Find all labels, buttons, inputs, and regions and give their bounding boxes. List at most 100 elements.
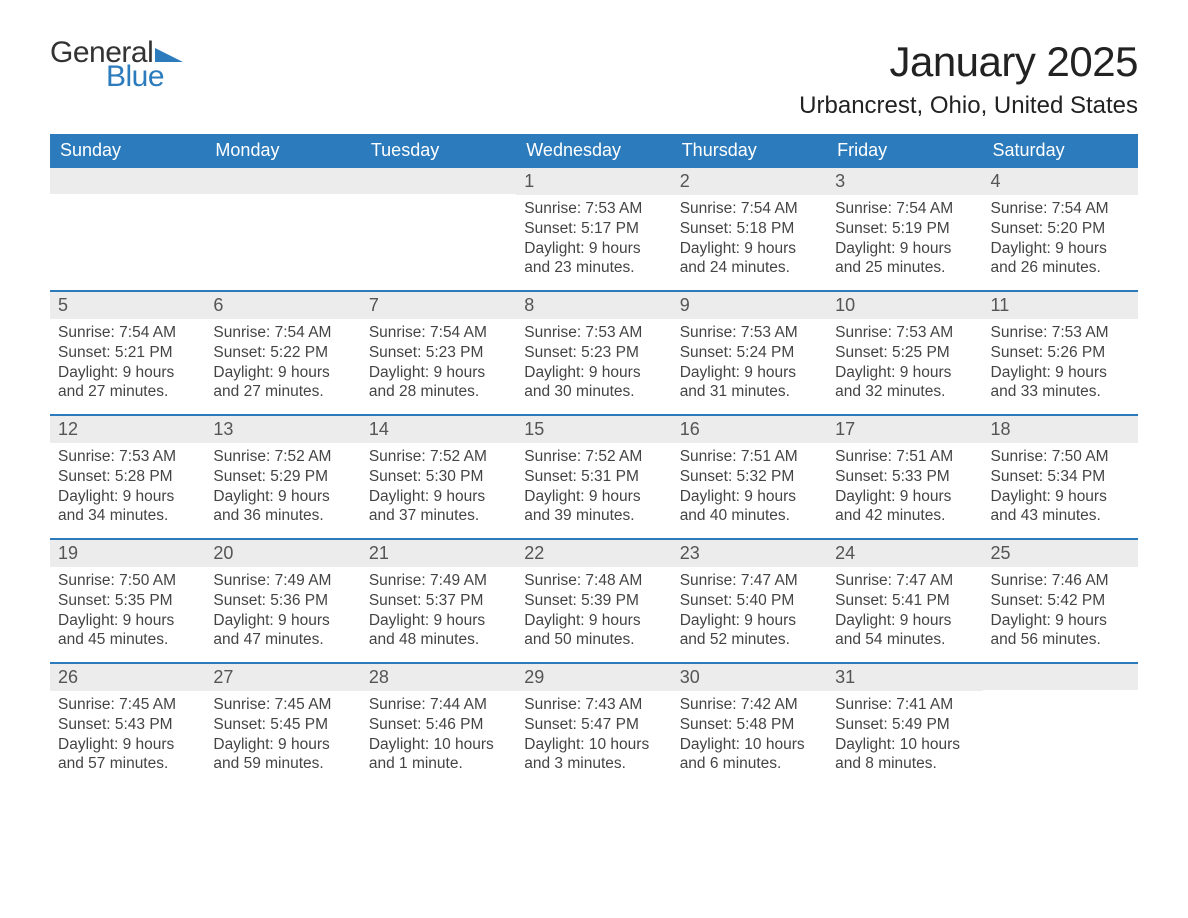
day-number-row: 13 (205, 416, 360, 443)
sunset-line: Sunset: 5:48 PM (680, 715, 819, 735)
day-number: 10 (835, 295, 855, 315)
sunrise-line: Sunrise: 7:45 AM (58, 695, 197, 715)
day-number-row: 4 (983, 168, 1138, 195)
day-number-row (50, 168, 205, 194)
daylight-line: and 57 minutes. (58, 754, 197, 774)
daylight-line: Daylight: 9 hours (835, 487, 974, 507)
day-number-row: 10 (827, 292, 982, 319)
sunset-line: Sunset: 5:49 PM (835, 715, 974, 735)
daylight-line: and 40 minutes. (680, 506, 819, 526)
day-body: Sunrise: 7:52 AMSunset: 5:29 PMDaylight:… (205, 443, 360, 534)
day-body: Sunrise: 7:47 AMSunset: 5:41 PMDaylight:… (827, 567, 982, 658)
sunrise-line: Sunrise: 7:47 AM (835, 571, 974, 591)
weekday-header: Friday (827, 134, 982, 168)
day-body: Sunrise: 7:43 AMSunset: 5:47 PMDaylight:… (516, 691, 671, 782)
day-number-row: 31 (827, 664, 982, 691)
day-number: 8 (524, 295, 534, 315)
daylight-line: Daylight: 9 hours (524, 611, 663, 631)
calendar-day: 15Sunrise: 7:52 AMSunset: 5:31 PMDayligh… (516, 416, 671, 538)
daylight-line: Daylight: 9 hours (58, 735, 197, 755)
day-body: Sunrise: 7:54 AMSunset: 5:18 PMDaylight:… (672, 195, 827, 286)
day-number: 9 (680, 295, 690, 315)
sunset-line: Sunset: 5:45 PM (213, 715, 352, 735)
daylight-line: Daylight: 9 hours (369, 363, 508, 383)
day-number-row: 28 (361, 664, 516, 691)
daylight-line: Daylight: 9 hours (991, 363, 1130, 383)
day-number-row: 3 (827, 168, 982, 195)
sunset-line: Sunset: 5:34 PM (991, 467, 1130, 487)
daylight-line: and 25 minutes. (835, 258, 974, 278)
sunset-line: Sunset: 5:22 PM (213, 343, 352, 363)
day-number-row: 19 (50, 540, 205, 567)
weekday-header-row: Sunday Monday Tuesday Wednesday Thursday… (50, 134, 1138, 168)
day-number-row: 23 (672, 540, 827, 567)
calendar-day: 13Sunrise: 7:52 AMSunset: 5:29 PMDayligh… (205, 416, 360, 538)
daylight-line: and 3 minutes. (524, 754, 663, 774)
logo-text-blue: Blue (106, 62, 183, 92)
sunrise-line: Sunrise: 7:43 AM (524, 695, 663, 715)
daylight-line: and 6 minutes. (680, 754, 819, 774)
day-number-row: 11 (983, 292, 1138, 319)
daylight-line: and 52 minutes. (680, 630, 819, 650)
daylight-line: and 27 minutes. (213, 382, 352, 402)
daylight-line: and 30 minutes. (524, 382, 663, 402)
sunset-line: Sunset: 5:47 PM (524, 715, 663, 735)
calendar-day (361, 168, 516, 290)
calendar-day: 14Sunrise: 7:52 AMSunset: 5:30 PMDayligh… (361, 416, 516, 538)
day-number-row: 22 (516, 540, 671, 567)
sunrise-line: Sunrise: 7:54 AM (369, 323, 508, 343)
daylight-line: Daylight: 10 hours (835, 735, 974, 755)
day-body: Sunrise: 7:51 AMSunset: 5:33 PMDaylight:… (827, 443, 982, 534)
sunset-line: Sunset: 5:36 PM (213, 591, 352, 611)
daylight-line: and 24 minutes. (680, 258, 819, 278)
daylight-line: and 28 minutes. (369, 382, 508, 402)
day-number-row: 5 (50, 292, 205, 319)
sunrise-line: Sunrise: 7:53 AM (58, 447, 197, 467)
day-number: 27 (213, 667, 233, 687)
daylight-line: Daylight: 9 hours (58, 487, 197, 507)
calendar-day: 22Sunrise: 7:48 AMSunset: 5:39 PMDayligh… (516, 540, 671, 662)
day-number: 6 (213, 295, 223, 315)
sunset-line: Sunset: 5:43 PM (58, 715, 197, 735)
calendar-day: 24Sunrise: 7:47 AMSunset: 5:41 PMDayligh… (827, 540, 982, 662)
day-body: Sunrise: 7:54 AMSunset: 5:23 PMDaylight:… (361, 319, 516, 410)
sunrise-line: Sunrise: 7:42 AM (680, 695, 819, 715)
daylight-line: Daylight: 9 hours (58, 363, 197, 383)
sunset-line: Sunset: 5:42 PM (991, 591, 1130, 611)
sunrise-line: Sunrise: 7:54 AM (58, 323, 197, 343)
daylight-line: Daylight: 9 hours (680, 363, 819, 383)
daylight-line: Daylight: 9 hours (991, 611, 1130, 631)
daylight-line: and 8 minutes. (835, 754, 974, 774)
sunset-line: Sunset: 5:18 PM (680, 219, 819, 239)
day-body: Sunrise: 7:50 AMSunset: 5:35 PMDaylight:… (50, 567, 205, 658)
weekday-header: Sunday (50, 134, 205, 168)
month-title: January 2025 (799, 38, 1138, 86)
daylight-line: and 45 minutes. (58, 630, 197, 650)
calendar-week: 1Sunrise: 7:53 AMSunset: 5:17 PMDaylight… (50, 168, 1138, 290)
day-body: Sunrise: 7:53 AMSunset: 5:26 PMDaylight:… (983, 319, 1138, 410)
daylight-line: and 1 minute. (369, 754, 508, 774)
calendar-day: 21Sunrise: 7:49 AMSunset: 5:37 PMDayligh… (361, 540, 516, 662)
daylight-line: Daylight: 10 hours (369, 735, 508, 755)
day-body: Sunrise: 7:45 AMSunset: 5:45 PMDaylight:… (205, 691, 360, 782)
day-number-row: 18 (983, 416, 1138, 443)
day-number: 18 (991, 419, 1011, 439)
day-body: Sunrise: 7:42 AMSunset: 5:48 PMDaylight:… (672, 691, 827, 782)
day-body: Sunrise: 7:48 AMSunset: 5:39 PMDaylight:… (516, 567, 671, 658)
daylight-line: and 34 minutes. (58, 506, 197, 526)
daylight-line: Daylight: 9 hours (991, 239, 1130, 259)
sunset-line: Sunset: 5:35 PM (58, 591, 197, 611)
day-number: 25 (991, 543, 1011, 563)
sunset-line: Sunset: 5:23 PM (524, 343, 663, 363)
day-number: 29 (524, 667, 544, 687)
day-number: 26 (58, 667, 78, 687)
day-number: 15 (524, 419, 544, 439)
day-body: Sunrise: 7:46 AMSunset: 5:42 PMDaylight:… (983, 567, 1138, 658)
day-number-row: 2 (672, 168, 827, 195)
calendar-day: 29 Sunrise: 7:43 AMSunset: 5:47 PMDayligh… (516, 664, 671, 786)
daylight-line: Daylight: 9 hours (369, 487, 508, 507)
day-number: 4 (991, 171, 1001, 191)
day-number-row (361, 168, 516, 194)
daylight-line: and 26 minutes. (991, 258, 1130, 278)
calendar-day: 3Sunrise: 7:54 AMSunset: 5:19 PMDaylight… (827, 168, 982, 290)
